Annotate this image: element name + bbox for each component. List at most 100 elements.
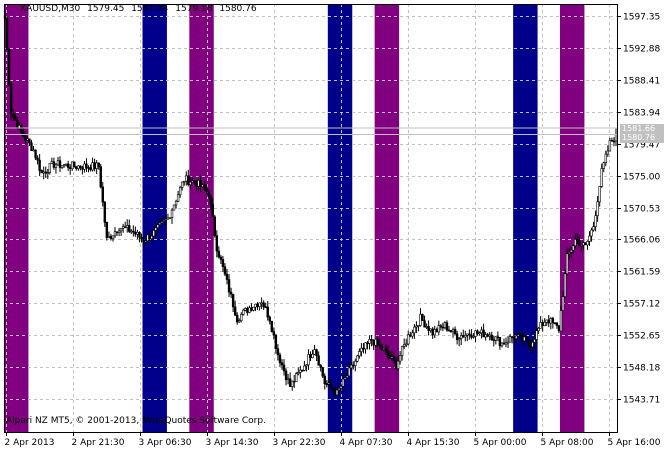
y-tick-label: 1561.59 [623,268,660,278]
candle [413,324,416,339]
candle-body [40,170,43,174]
candle [160,216,164,224]
session-band-blue [142,4,167,432]
candle-body [441,326,445,329]
candle [297,367,300,376]
candle-body [268,316,271,322]
candle-body [433,329,436,336]
candle-body [123,226,127,228]
candle [602,161,605,173]
candle [113,227,117,238]
candle [319,363,322,372]
candle-body [569,249,573,253]
candle [219,254,223,265]
y-tick-label: 1575.00 [623,173,660,183]
candle-body [492,339,495,341]
candle [441,322,445,332]
candle-body [415,325,418,328]
candle-body [319,364,322,368]
candle [323,373,326,390]
candle-body [146,234,149,241]
candle [574,232,577,249]
x-tick-label: 5 Apr 16:00 [608,438,661,448]
candle-body [48,163,52,173]
x-tick-label: 3 Apr 14:30 [206,438,259,448]
candle-body [219,256,223,260]
candle-body [101,186,104,203]
candle-body [460,335,463,339]
y-tick-label: 1566.06 [623,236,660,246]
candle-body [427,326,430,331]
candle [225,268,229,285]
candle-body [83,163,86,170]
candle-body [276,348,280,356]
x-tick-label: 4 Apr 07:30 [340,438,393,448]
candle-body [301,369,304,372]
candle [174,199,178,209]
candle-body [211,204,214,218]
candle-body [64,163,68,166]
candle-body [382,348,386,350]
candle [48,163,52,175]
candle [87,165,90,173]
candle-body [274,334,278,350]
candle-body [388,354,392,359]
candle-body [215,235,219,252]
candle [449,330,453,333]
candle-body [44,171,47,174]
candle [66,160,70,171]
symbol-timeframe: XAUUSD,M30 [20,4,81,14]
candle-body [608,140,612,152]
candle-body [588,235,591,242]
candle [140,233,143,243]
candle [117,228,121,237]
candle-body [341,378,345,387]
candle [144,240,147,245]
candle-body [380,345,383,350]
candle-body [352,364,355,367]
candle-body [119,228,123,232]
candle-body [539,322,542,329]
candle [362,343,365,354]
candle-body [170,209,174,218]
candle-body [337,388,341,391]
candle [464,330,467,342]
candle-body [303,365,306,371]
x-tick-label: 5 Apr 08:00 [541,438,594,448]
candle [152,226,155,238]
candle-body [417,325,420,327]
candle-body [490,334,493,340]
candle [533,333,536,349]
candle-body [60,165,64,168]
candle-body [191,180,194,183]
candle-body [547,319,550,324]
candle-body [350,364,353,369]
candle-body [514,335,518,339]
candle [419,308,422,327]
candle-body [398,355,402,362]
candle-body [409,334,412,337]
candle-body [584,242,587,246]
candle-body [207,191,210,197]
candle [557,325,561,334]
candle-body [105,222,109,238]
candle-body [531,341,534,348]
candle-body [421,314,424,321]
candle [211,198,214,218]
candle [158,218,161,228]
candle [429,328,432,333]
candle-body [402,344,406,347]
candle [460,332,463,345]
candle-body [235,314,239,323]
candle-body [333,390,337,396]
y-tick-label: 1592.88 [623,45,660,55]
candle-body [176,194,180,202]
candle [421,313,424,321]
candle-body [315,349,318,357]
candle-body [612,140,616,143]
candle [223,263,227,277]
candle [488,331,491,341]
candle-body [474,330,477,337]
